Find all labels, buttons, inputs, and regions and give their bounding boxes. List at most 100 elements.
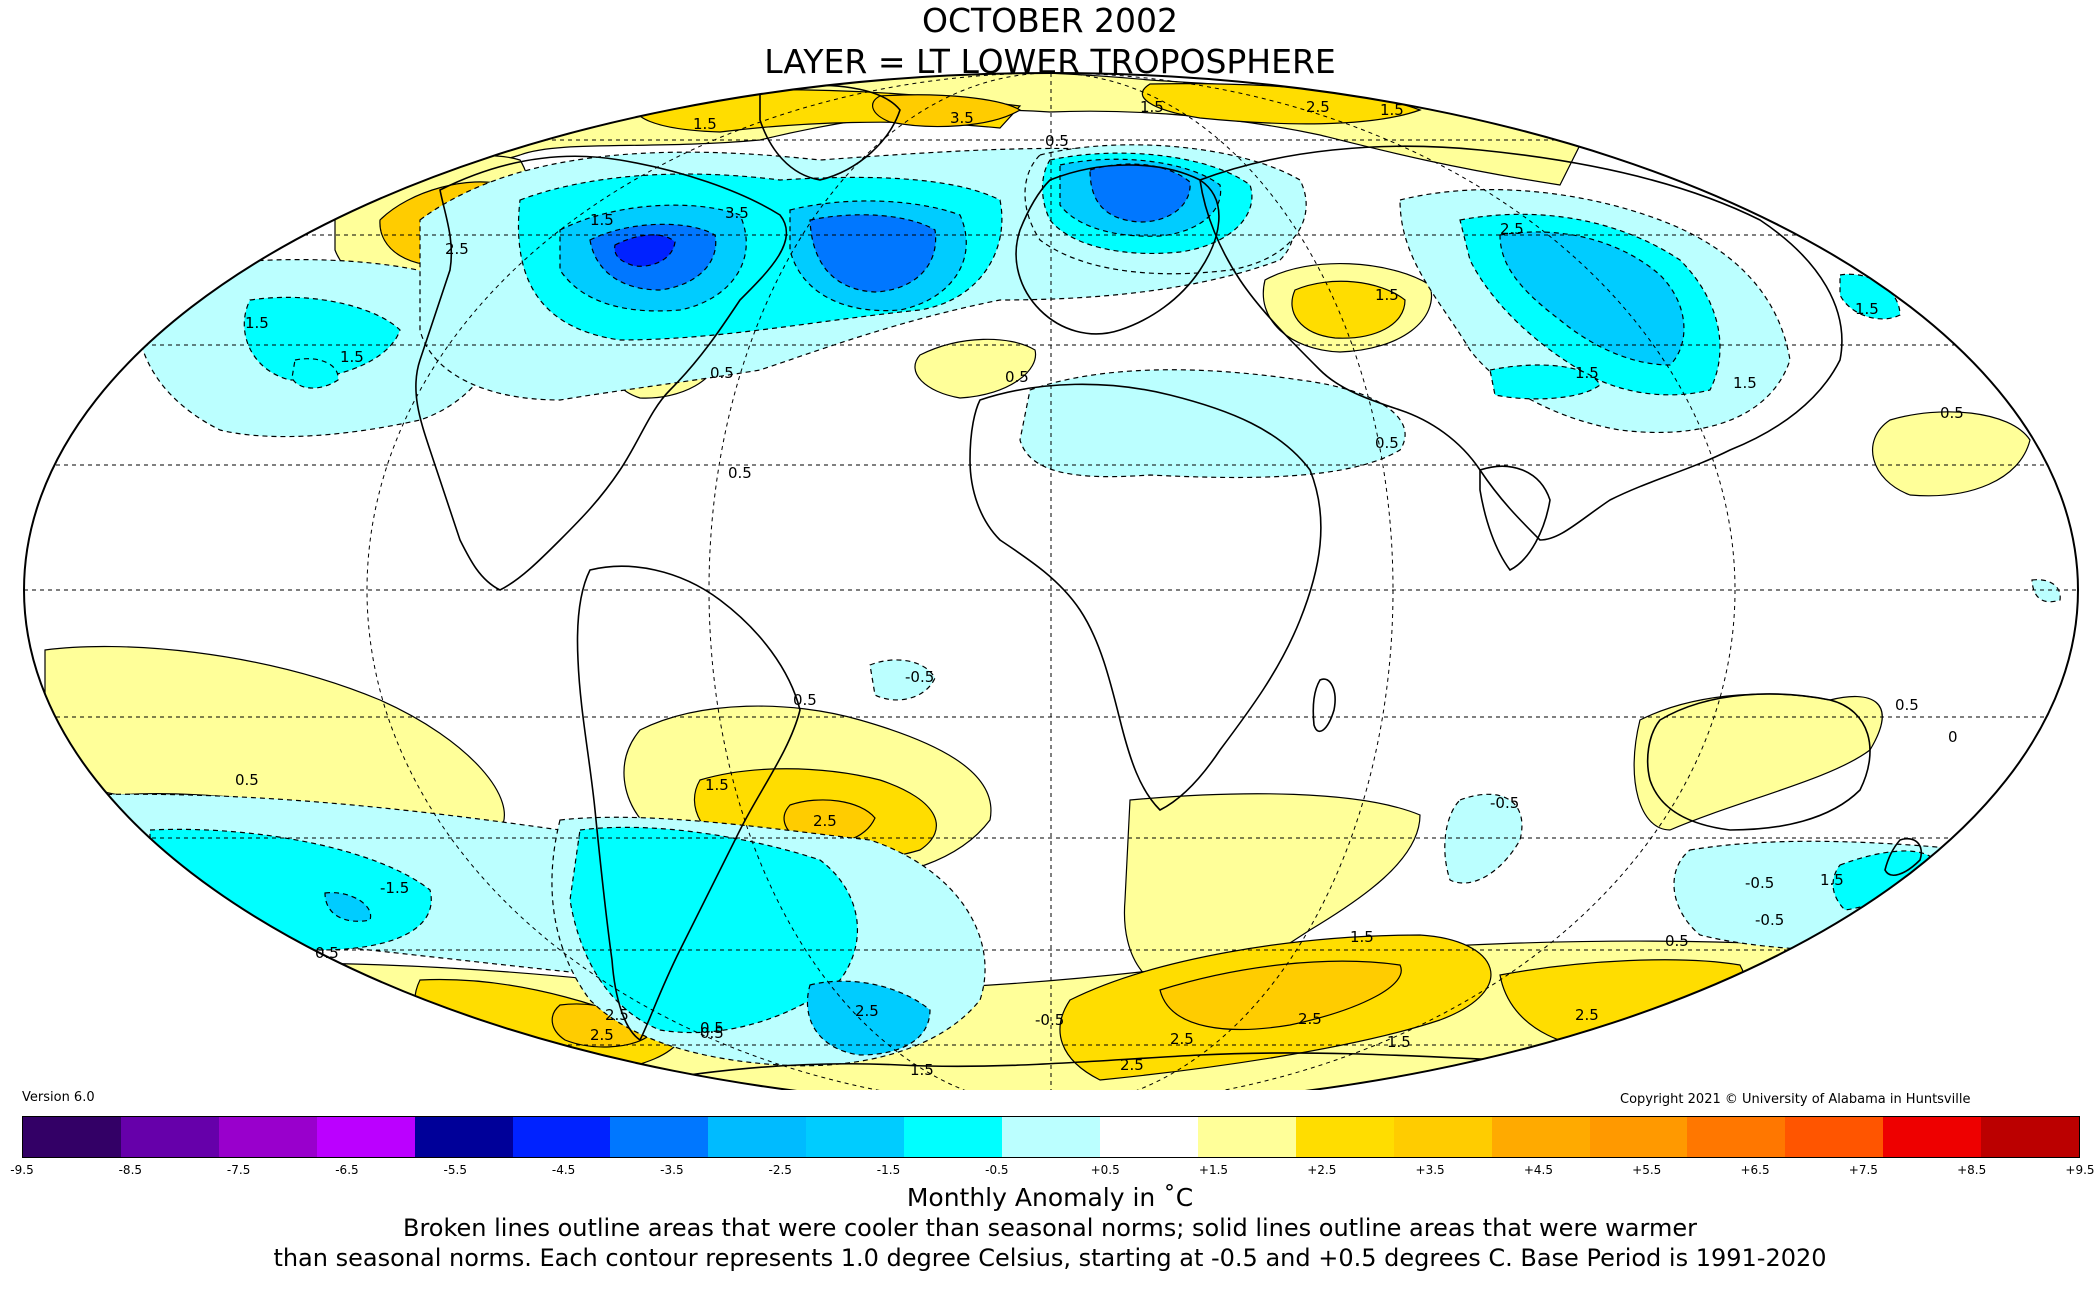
contour-label: -1.5 bbox=[380, 879, 409, 897]
colorbar-tick-label: +8.5 bbox=[1957, 1163, 1987, 1177]
contour-label: 0.5 bbox=[710, 364, 734, 382]
coastline-australia bbox=[1646, 693, 1871, 831]
colorbar-segment bbox=[610, 1117, 709, 1157]
warm-region bbox=[914, 338, 1037, 399]
colorbar bbox=[22, 1116, 2080, 1158]
caption-line-1: Broken lines outline areas that were coo… bbox=[403, 1214, 1697, 1242]
cool-region bbox=[614, 234, 676, 267]
cool-region bbox=[1019, 369, 1406, 479]
contour-label: 1.5 bbox=[245, 314, 269, 332]
colorbar-segment bbox=[904, 1117, 1003, 1157]
colorbar-tick-label: +7.5 bbox=[1848, 1163, 1878, 1177]
colorbar-segment bbox=[1687, 1117, 1786, 1157]
colorbar-tick-label: -0.5 bbox=[985, 1163, 1009, 1177]
contour-label: 3.5 bbox=[950, 109, 974, 127]
colorbar-tick-label: -8.5 bbox=[118, 1163, 143, 1177]
colorbar-segment bbox=[23, 1117, 121, 1157]
colorbar-tick-label: +1.5 bbox=[1198, 1163, 1229, 1177]
contour-label: 0.5 bbox=[1940, 404, 1964, 422]
cool-region bbox=[806, 980, 931, 1056]
colorbar-segment bbox=[708, 1117, 807, 1157]
cool-region bbox=[2031, 579, 2061, 603]
colorbar-tick-label: +0.5 bbox=[1090, 1163, 1120, 1177]
contour-label: 0.5 bbox=[1665, 932, 1689, 950]
contour-label: 2.5 bbox=[1575, 1006, 1599, 1024]
colorbar-segment bbox=[1295, 1117, 1394, 1157]
colorbar-segment bbox=[316, 1117, 415, 1157]
warm-region bbox=[1159, 960, 1402, 1030]
colorbar-segment bbox=[1589, 1117, 1688, 1157]
contour-label: 1.5 bbox=[340, 348, 364, 366]
colorbar-tick-label: -4.5 bbox=[551, 1163, 576, 1177]
contour-label: 0.5 bbox=[728, 464, 752, 482]
contour-label: 2.5 bbox=[445, 240, 469, 258]
contour-label: 1.5 bbox=[590, 211, 614, 229]
title-date: OCTOBER 2002 bbox=[921, 1, 1179, 40]
caption: Broken lines outline areas that were coo… bbox=[0, 1213, 2100, 1273]
cool-region bbox=[243, 296, 401, 381]
colorbar-tick-label: +5.5 bbox=[1632, 1163, 1662, 1177]
contour-label: 1.5 bbox=[1733, 374, 1757, 392]
contour-label: 2.5 bbox=[1170, 1030, 1194, 1048]
contour-label: 0.5 bbox=[1375, 434, 1399, 452]
colorbar-segment bbox=[120, 1117, 219, 1157]
contour-labels: 1.5 3.5 1.5 2.5 1.5 0.5 2.5 1.5 3.5 1.5 … bbox=[235, 98, 1964, 1079]
contour-label: 1.5 bbox=[910, 1061, 934, 1079]
contour-label: 0.5 bbox=[235, 771, 259, 789]
colorbar-tick-label: +2.5 bbox=[1307, 1163, 1337, 1177]
coastline-africa bbox=[969, 383, 1322, 811]
coastline-south-america bbox=[576, 565, 801, 1042]
coastline-greenland bbox=[759, 84, 901, 181]
colorbar-segment bbox=[1981, 1117, 2080, 1157]
version-label: Version 6.0 bbox=[22, 1090, 95, 1105]
anomaly-map: 1.5 3.5 1.5 2.5 1.5 0.5 2.5 1.5 3.5 1.5 … bbox=[23, 72, 2079, 1090]
contour-label: 1.5 bbox=[1380, 101, 1404, 119]
coastline-north-america bbox=[415, 155, 788, 591]
contour-label: 0.5 bbox=[1005, 368, 1029, 386]
coastline-asia bbox=[1199, 145, 1843, 541]
contour-label: -0.5 bbox=[1490, 794, 1519, 812]
cool-region bbox=[1499, 231, 1685, 366]
cool-region bbox=[1489, 364, 1601, 400]
colorbar-tick-label: -6.5 bbox=[335, 1163, 359, 1177]
warm-region bbox=[1291, 280, 1406, 339]
coastline-madagascar bbox=[1312, 678, 1336, 733]
map-title: OCTOBER 2002 LAYER = LT LOWER TROPOSPHER… bbox=[0, 0, 2100, 82]
cool-region bbox=[1444, 793, 1523, 884]
colorbar-segment bbox=[414, 1117, 513, 1157]
colorbar-segment bbox=[512, 1117, 611, 1157]
colorbar-units: Monthly Anomaly in ˚C bbox=[906, 1183, 1194, 1212]
colorbar-segment bbox=[218, 1117, 317, 1157]
cool-region bbox=[569, 826, 859, 1034]
warm-region bbox=[872, 94, 1022, 128]
contour-label: -0.5 bbox=[1745, 874, 1774, 892]
colorbar-segment bbox=[806, 1117, 905, 1157]
contour-label: 0.5 bbox=[1045, 132, 1069, 150]
contour-label: 1.5 bbox=[1820, 871, 1844, 889]
contour-label: 0.5 bbox=[700, 1019, 724, 1037]
contour-label: 2.5 bbox=[1500, 220, 1524, 238]
contour-label: 2.5 bbox=[813, 812, 837, 830]
colorbar-tick-label: +9.5 bbox=[2065, 1163, 2095, 1177]
contour-label: 1.5 bbox=[1350, 928, 1374, 946]
contour-label: 0 bbox=[1948, 728, 1958, 746]
colorbar-ticks: -9.5 -8.5 -7.5 -6.5 -5.5 -4.5 -3.5 -2.5 -1.5 -0.5… bbox=[10, 1163, 2094, 1181]
contour-label: 1.5 bbox=[1375, 286, 1399, 304]
coastline-new-zealand bbox=[1884, 838, 1922, 876]
globe-outline bbox=[23, 72, 2079, 1090]
colorbar-segment bbox=[1099, 1117, 1198, 1157]
contour-label: 2.5 bbox=[855, 1002, 879, 1020]
colorbar-segment bbox=[1002, 1117, 1100, 1157]
colorbar-tick-label: -2.5 bbox=[768, 1163, 792, 1177]
colorbar-tick-label: +4.5 bbox=[1523, 1163, 1553, 1177]
contour-label: 2.5 bbox=[590, 1026, 614, 1044]
colorbar-tick-label: -7.5 bbox=[226, 1163, 251, 1177]
caption-line-2: than seasonal norms. Each contour repres… bbox=[273, 1244, 1827, 1272]
cool-region bbox=[869, 659, 936, 701]
contour-label: 2.5 bbox=[605, 1006, 629, 1024]
colorbar-tick-label: -3.5 bbox=[660, 1163, 684, 1177]
contour-label: 2.5 bbox=[1120, 1056, 1144, 1074]
colorbar-segment bbox=[1197, 1117, 1296, 1157]
cool-region bbox=[1832, 850, 1936, 911]
contour-label: 1.5 bbox=[1575, 364, 1599, 382]
